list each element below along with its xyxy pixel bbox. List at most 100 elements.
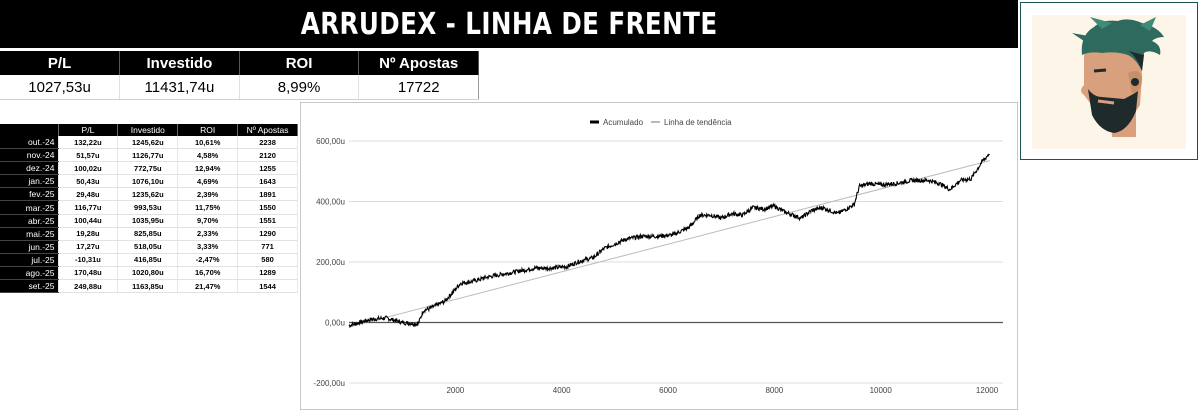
chart-legend: Acumulado Linha de tendência	[590, 118, 732, 127]
monthly-cell: 29,48u	[58, 187, 119, 202]
chart-x-ticks: 2000 4000 6000 8000 10000 12000	[446, 386, 998, 395]
monthly-cell: 2,39%	[177, 187, 239, 202]
bearded-man-logo-icon	[1072, 17, 1164, 137]
monthly-header-row: P/L Investido ROI Nº Apostas	[0, 124, 298, 136]
monthly-month-label: jun.-25	[0, 240, 59, 254]
monthly-cell: 11,75%	[177, 200, 239, 215]
monthly-cell: 993,53u	[117, 200, 179, 215]
monthly-row: fev.-25 29,48u 1235,62u 2,39% 1891	[0, 187, 298, 202]
logo-background	[1032, 15, 1186, 149]
monthly-row: abr.-25 100,44u 1035,95u 9,70% 1551	[0, 214, 298, 228]
monthly-cell: 518,05u	[117, 240, 179, 254]
monthly-cell: 4,58%	[177, 148, 239, 163]
monthly-cell: 19,28u	[58, 227, 119, 241]
monthly-cell: -2,47%	[177, 253, 239, 267]
summary-header-row: P/L Investido ROI Nº Apostas	[0, 51, 479, 75]
monthly-cell: 249,88u	[58, 279, 119, 294]
x-tick-label: 2000	[446, 386, 464, 395]
monthly-cell: 771	[237, 240, 298, 254]
monthly-row: set.-25 249,88u 1163,85u 21,47% 1544	[0, 279, 298, 294]
x-tick-label: 12000	[976, 386, 999, 395]
summary-value-roi: 8,99%	[239, 75, 360, 100]
legend-label-acumulado: Acumulado	[603, 118, 644, 127]
cumulative-chart: 600,00u 400,00u 200,00u 0,00u -200,00u 2000 4…	[300, 102, 1018, 410]
y-tick-label: 200,00u	[316, 258, 345, 267]
summary-table: P/L Investido ROI Nº Apostas 1027,53u 11…	[0, 51, 479, 100]
acumulado-line	[348, 153, 990, 329]
summary-header-investido: Investido	[119, 51, 240, 75]
monthly-cell: 580	[237, 253, 298, 267]
monthly-row: mar.-25 116,77u 993,53u 11,75% 1550	[0, 200, 298, 215]
monthly-row: mai.-25 19,28u 825,85u 2,33% 1290	[0, 227, 298, 241]
monthly-cell: 100,44u	[58, 214, 119, 228]
monthly-row: nov.-24 51,57u 1126,77u 4,58% 2120	[0, 148, 298, 163]
monthly-cell: 10,61%	[177, 136, 239, 150]
monthly-month-label: mar.-25	[0, 200, 59, 215]
monthly-cell: 51,57u	[58, 148, 119, 163]
monthly-table: P/L Investido ROI Nº Apostas out.-24 132,…	[0, 124, 298, 294]
page-title: ARRUDEX - LINHA DE FRENTE	[300, 6, 718, 42]
title-banner: ARRUDEX - LINHA DE FRENTE	[0, 0, 1018, 48]
x-tick-label: 4000	[553, 386, 571, 395]
monthly-row: jul.-25 -10,31u 416,85u -2,47% 580	[0, 253, 298, 267]
monthly-header-roi: ROI	[177, 124, 239, 136]
monthly-cell: 416,85u	[117, 253, 179, 267]
monthly-cell: 17,27u	[58, 240, 119, 254]
monthly-month-label: jul.-25	[0, 253, 59, 267]
summary-value-apostas: 17722	[358, 75, 479, 100]
summary-header-pl: P/L	[0, 51, 121, 75]
monthly-cell: 1035,95u	[117, 214, 179, 228]
monthly-cell: 1245,62u	[117, 136, 179, 150]
summary-header-apostas: Nº Apostas	[358, 51, 479, 75]
monthly-row: dez.-24 100,02u 772,75u 12,94% 1255	[0, 161, 298, 176]
monthly-row: jan.-25 50,43u 1076,10u 4,69% 1643	[0, 174, 298, 189]
legend-label-trend: Linha de tendência	[664, 118, 732, 127]
monthly-cell: 825,85u	[117, 227, 179, 241]
monthly-cell: 1891	[237, 187, 298, 202]
monthly-header-month	[0, 124, 59, 136]
chart-grid	[349, 140, 1003, 384]
y-tick-label: 600,00u	[316, 137, 345, 146]
monthly-cell: 1551	[237, 214, 298, 228]
y-tick-label: -200,00u	[313, 379, 345, 388]
monthly-cell: 1550	[237, 200, 298, 215]
monthly-month-label: out.-24	[0, 136, 59, 150]
monthly-month-label: ago.-25	[0, 266, 59, 281]
x-tick-label: 8000	[765, 386, 783, 395]
monthly-cell: 1643	[237, 174, 298, 189]
monthly-header-investido: Investido	[117, 124, 179, 136]
y-tick-label: 400,00u	[316, 198, 345, 207]
monthly-cell: 1289	[237, 266, 298, 281]
trend-line	[348, 160, 990, 328]
monthly-cell: 1290	[237, 227, 298, 241]
monthly-header-pl: P/L	[58, 124, 119, 136]
monthly-cell: 21,47%	[177, 279, 239, 294]
summary-header-roi: ROI	[239, 51, 360, 75]
monthly-month-label: set.-25	[0, 279, 59, 294]
monthly-month-label: mai.-25	[0, 227, 59, 241]
chart-svg: 600,00u 400,00u 200,00u 0,00u -200,00u 2000 4…	[313, 118, 1003, 395]
chart-y-ticks: 600,00u 400,00u 200,00u 0,00u -200,00u	[313, 137, 345, 388]
monthly-cell: 1235,62u	[117, 187, 179, 202]
monthly-cell: 1126,77u	[117, 148, 179, 163]
monthly-cell: 16,70%	[177, 266, 239, 281]
monthly-cell: 3,33%	[177, 240, 239, 254]
monthly-month-label: nov.-24	[0, 148, 59, 163]
x-tick-label: 10000	[870, 386, 893, 395]
monthly-cell: 1544	[237, 279, 298, 294]
monthly-cell: 170,48u	[58, 266, 119, 281]
summary-value-pl: 1027,53u	[0, 75, 121, 100]
monthly-cell: 50,43u	[58, 174, 119, 189]
monthly-cell: 1076,10u	[117, 174, 179, 189]
monthly-cell: 9,70%	[177, 214, 239, 228]
monthly-cell: 1255	[237, 161, 298, 176]
monthly-cell: 772,75u	[117, 161, 179, 176]
monthly-cell: 2120	[237, 148, 298, 163]
monthly-cell: 12,94%	[177, 161, 239, 176]
monthly-month-label: fev.-25	[0, 187, 59, 202]
monthly-cell: 116,77u	[58, 200, 119, 215]
summary-value-row: 1027,53u 11431,74u 8,99% 17722	[0, 75, 479, 100]
monthly-month-label: jan.-25	[0, 174, 59, 189]
monthly-header-apostas: Nº Apostas	[237, 124, 298, 136]
monthly-cell: 1163,85u	[117, 279, 179, 294]
